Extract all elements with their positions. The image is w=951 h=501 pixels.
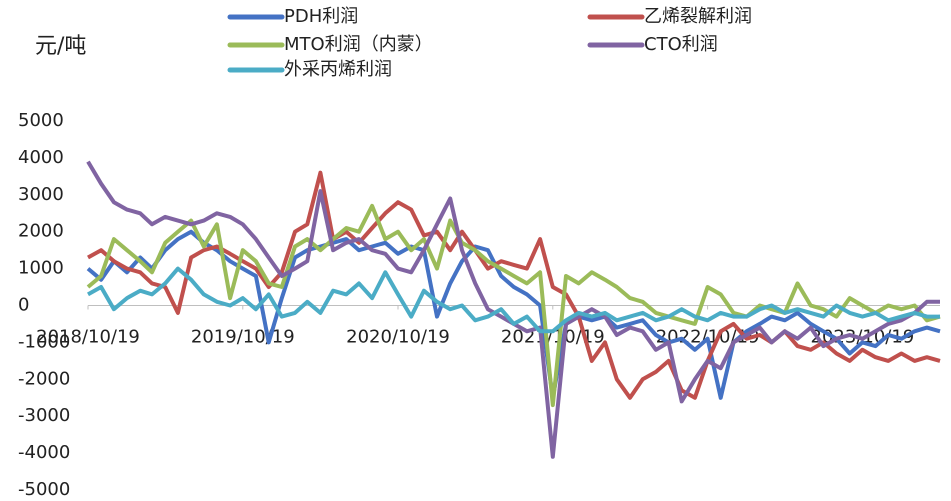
y-tick-label: -4000 [18,442,70,463]
series-line [86,203,941,408]
y-tick-label: -5000 [18,479,70,500]
y-tick-label: 5000 [18,110,64,131]
legend-label: PDH利润 [284,6,358,27]
y-tick-label: 2000 [18,221,64,242]
y-tick-label: 1000 [18,258,64,279]
series-line [87,170,941,400]
legend-label: CTO利润 [644,34,718,55]
legend-label: MTO利润（内蒙） [284,34,433,55]
y-tick-label: 0 [18,295,29,316]
y-tick-label: -2000 [18,368,70,389]
legend-label: 乙烯裂解利润 [644,6,752,27]
y-tick-label: -3000 [18,405,70,426]
series-line [86,160,940,459]
x-tick-label: 2019/10/19 [191,327,295,348]
series-line [87,266,940,334]
y-tick-label: 3000 [18,184,64,205]
legend-label: 外采丙烯利润 [284,59,392,80]
y-tick-label: 4000 [18,147,64,168]
x-tick-label: 2020/10/19 [346,327,450,348]
y-axis-unit: 元/吨 [35,34,86,59]
x-tick-label: 2018/10/19 [36,327,140,348]
series-line [86,229,941,400]
y-tick-label: -1000 [18,331,70,352]
